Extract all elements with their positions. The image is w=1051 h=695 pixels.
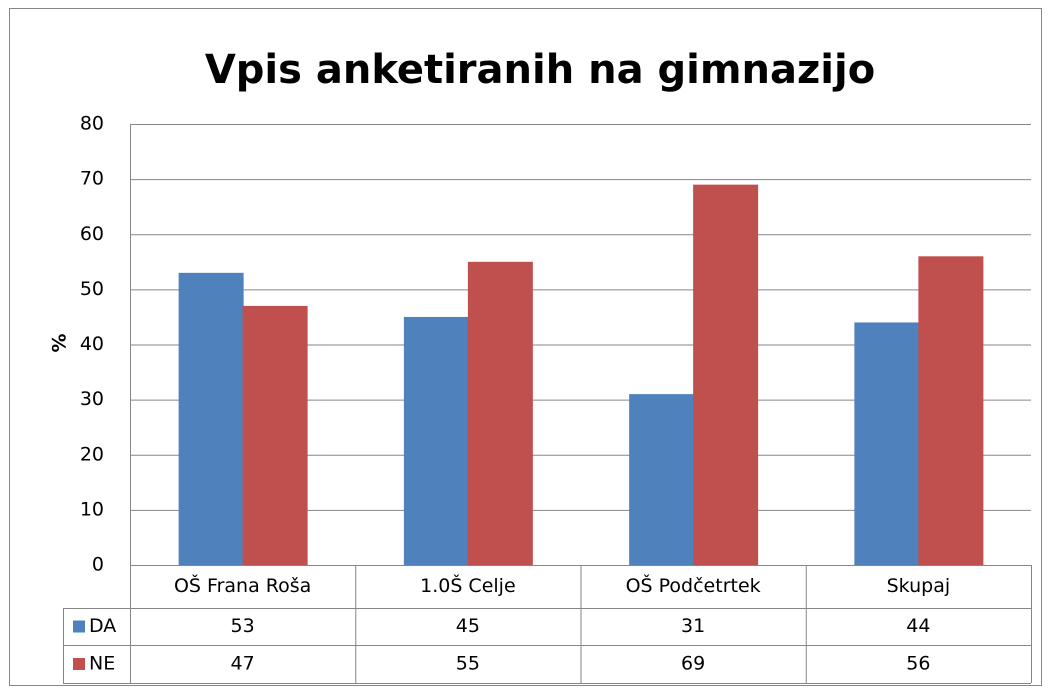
bar [854, 322, 920, 565]
y-tick-label: 70 [80, 168, 104, 190]
bar [693, 184, 759, 565]
bar [403, 316, 469, 565]
data-table-value: 31 [681, 615, 705, 637]
legend-label: NE [89, 653, 115, 675]
x-tick-label: 1.0Š Celje [420, 573, 516, 597]
data-table-value: 55 [456, 653, 480, 675]
bar [467, 261, 533, 565]
data-table-value: 44 [906, 615, 930, 637]
legend-label: DA [89, 615, 116, 637]
legend-key [73, 658, 85, 670]
x-tick-label: OŠ Frana Roša [174, 573, 311, 597]
y-tick-label: 40 [80, 333, 104, 355]
y-tick-label: 20 [80, 443, 104, 465]
legend-key [73, 620, 85, 633]
x-tick-label: OŠ Podčetrtek [626, 573, 761, 597]
y-tick-label: 80 [80, 113, 104, 135]
bar [242, 305, 308, 565]
data-table-value: 69 [681, 653, 705, 675]
data-table-value: 47 [231, 653, 255, 675]
y-tick-label: 30 [80, 388, 104, 410]
y-tick-label: 60 [80, 223, 104, 245]
chart-title: Vpis anketiranih na gimnazijo [205, 47, 875, 93]
x-tick-label: Skupaj [887, 575, 951, 597]
data-table-value: 45 [456, 615, 480, 637]
bar [629, 394, 695, 565]
data-table-value: 56 [906, 653, 930, 675]
bar [178, 272, 244, 565]
bar [918, 256, 984, 565]
y-tick-label: 0 [92, 554, 104, 576]
y-axis-label: % [49, 333, 71, 352]
y-tick-label: 10 [80, 498, 104, 520]
y-tick-label: 50 [80, 278, 104, 300]
data-table-value: 53 [231, 615, 255, 637]
